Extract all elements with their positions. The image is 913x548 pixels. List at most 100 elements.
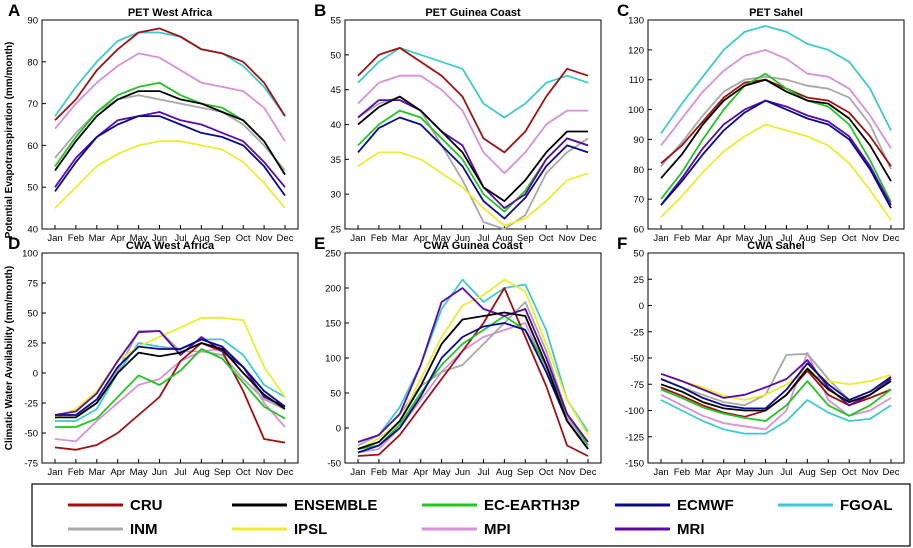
panel-f-xtick-label: May (736, 467, 754, 478)
panel-f-letter: F (617, 234, 627, 253)
legend-label-cru: CRU (130, 497, 163, 514)
panel-a-ytick-label: 90 (27, 16, 38, 27)
panel-c-frame (647, 19, 905, 230)
panel-d-xtick-label: Dec (277, 467, 294, 478)
panel-c-xtick-label: Aug (799, 233, 816, 244)
panel-d-ytick-label: -75 (24, 459, 38, 470)
panel-c-xtick-label: Dec (883, 233, 900, 244)
panel-c-xtick-label: Jan (653, 233, 668, 244)
panel-a-xtick-label: Oct (236, 233, 251, 244)
panel-f-title: CWA Sahel (747, 240, 805, 252)
panel-a-series-mpi-line (54, 52, 286, 142)
panel-f-ytick-label: -25 (630, 327, 644, 338)
panel-d-series-mpi-line (54, 348, 286, 443)
panel-e: E CWA Guinea Coast -50 0 50 100 150 200 250 Jan… (314, 234, 602, 478)
panel-c: C PET Sahel 60 70 80 90 100 110 120 130 Jan Feb Ma… (617, 1, 905, 244)
panel-a-xtick-label: Nov (256, 233, 273, 244)
panel-c-ytick-label: 110 (629, 75, 644, 86)
panel-d-frame (41, 252, 299, 464)
panel-c-ytick-label: 80 (633, 165, 644, 176)
panel-c-title: PET Sahel (749, 7, 803, 19)
panel-c-series-mri-line (660, 99, 892, 206)
panel-b-xtick-label: Jan (350, 233, 365, 244)
panel-f-frame (647, 252, 905, 464)
legend-label-ecmwf: ECMWF (677, 497, 734, 514)
panel-f-ytick-label: 25 (633, 275, 644, 286)
panel-c-series-inm-line (660, 75, 892, 170)
panel-a-xtick-label: Mar (89, 233, 105, 244)
panel-e-xtick-label: Nov (559, 467, 576, 478)
panel-e-ytick-label: 0 (336, 424, 341, 435)
panel-d-xtick-label: Jul (174, 467, 186, 478)
panel-b-xtick-label: Aug (496, 233, 513, 244)
panel-d-series-ecmwf-line (55, 338, 286, 416)
panel-f-xtick-label: Apr (716, 467, 731, 478)
panel-e-series-fgoal-line (357, 278, 589, 447)
panel-d-xtick-label: Oct (236, 467, 251, 478)
panel-e-xtick-label: Aug (496, 467, 513, 478)
panel-d-xtick-label: Feb (68, 467, 84, 478)
panel-d-xtick-label: May (130, 467, 148, 478)
panel-a-ytick-label: 40 (27, 225, 38, 236)
panel-f-xtick-label: Sep (820, 467, 837, 478)
panel-c-ytick-label: 60 (633, 225, 644, 236)
panel-c-letter: C (617, 1, 629, 20)
panel-f-ytick-label: -100 (625, 406, 644, 417)
panel-b-series-fgoal-line (357, 47, 589, 119)
panel-e-series-ecmwf-line (357, 322, 589, 454)
panel-f-ytick-label: -75 (630, 380, 644, 391)
panel-b-xtick-label: Mar (392, 233, 408, 244)
legend-label-inm: INM (130, 521, 158, 538)
panel-e-series-ensemble-line (357, 311, 589, 450)
panel-a-series-ecmwf-line (54, 115, 286, 197)
panel-e-xtick-label: Dec (580, 467, 597, 478)
panel-f-ytick-label: 50 (633, 249, 644, 260)
panel-c-series-fgoal-line (660, 25, 892, 135)
panel-e-series-ipsl-line (357, 278, 589, 450)
panel-f-xtick-label: Aug (799, 467, 816, 478)
panel-e-letter: E (314, 234, 325, 253)
panel-f-series-ec-earth3p-line (660, 380, 892, 422)
panel-b-series-ensemble-line (357, 95, 588, 203)
panel-a-series-cru-line (54, 27, 286, 121)
legend-label-mri: MRI (677, 521, 705, 538)
panel-d-ytick-label: 25 (27, 339, 38, 350)
panel-c-ytick-label: 90 (633, 135, 644, 146)
panel-b-ytick-label: 25 (330, 225, 341, 236)
panel-c-ytick-label: 70 (633, 195, 644, 206)
panel-b-series-mri-line (357, 99, 589, 210)
panel-d-xtick-label: Jun (152, 467, 167, 478)
panel-d-xtick-label: Sep (214, 467, 231, 478)
legend-label-fgoal: FGOAL (840, 497, 893, 514)
panel-f-series-ipsl-line (660, 367, 892, 401)
panel-d-series-fgoal-line (55, 338, 286, 422)
panel-a-series-ipsl-line (54, 140, 286, 209)
panel-f-ytick-label: -150 (625, 459, 644, 470)
panel-b-xtick-label: Oct (539, 233, 554, 244)
panel-f-ytick-label: 0 (639, 301, 644, 312)
panel-c-xtick-label: Mar (695, 233, 711, 244)
panel-a-ytick-label: 60 (27, 141, 38, 152)
panel-d-series-ensemble-line (55, 342, 286, 419)
panel-b: B PET Guinea Coast 25 30 35 40 45 50 55 Jan Feb M… (314, 1, 602, 244)
panel-e-xtick-label: Feb (371, 467, 387, 478)
panel-f-xtick-label: Jun (758, 467, 773, 478)
panel-f-series-fgoal-line (660, 399, 892, 435)
panel-a-xtick-label: Feb (68, 233, 84, 244)
panel-c-ytick-label: 120 (628, 45, 644, 56)
panel-d: D CWA West Africa -75 -50 -25 0 25 50 75 100 Jan… (8, 234, 299, 478)
panel-b-xtick-label: Sep (517, 233, 534, 244)
panel-a-ytick-label: 70 (27, 99, 38, 110)
panel-a-xtick-label: Dec (277, 233, 294, 244)
panel-b-xtick-label: Feb (371, 233, 387, 244)
legend-label-mpi: MPI (484, 521, 511, 538)
panel-b-ytick-label: 45 (330, 85, 341, 96)
panel-f-ytick-label: -125 (625, 432, 644, 443)
panel-d-series-ec-earth3p-line (55, 348, 286, 428)
panel-e-xtick-label: Oct (539, 467, 554, 478)
panel-d-series-mri-line (54, 330, 286, 416)
panel-d-ytick-label: -50 (24, 429, 38, 440)
legend-label-ipsl: IPSL (294, 521, 327, 538)
panel-f-series-ensemble-line (660, 367, 892, 412)
panel-a-title: PET West Africa (128, 7, 213, 19)
